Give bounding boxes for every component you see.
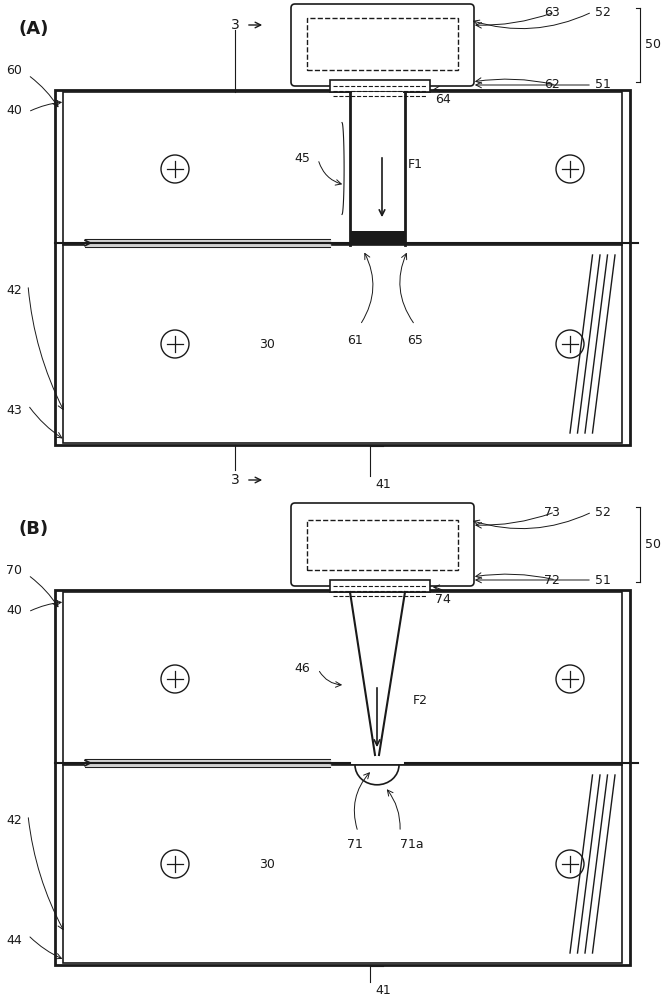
Text: 40: 40: [6, 104, 22, 116]
Text: 42: 42: [6, 284, 22, 296]
Text: (B): (B): [18, 520, 48, 538]
Text: 3: 3: [230, 18, 239, 32]
Bar: [307, 18, 458, 70]
Bar: [330, 580, 430, 592]
Bar: [352, 92, 403, 231]
Text: 62: 62: [544, 79, 560, 92]
Bar: [55, 90, 630, 445]
Text: 3: 3: [230, 473, 239, 487]
Bar: [63, 245, 622, 443]
Text: 40: 40: [6, 603, 22, 616]
Text: 50: 50: [645, 38, 661, 51]
Text: 65: 65: [407, 334, 423, 347]
Text: 43: 43: [6, 403, 22, 416]
Text: 44: 44: [6, 934, 22, 946]
Text: 30: 30: [259, 338, 275, 351]
Text: F2: F2: [413, 694, 428, 706]
Text: 71a: 71a: [400, 838, 424, 852]
Text: 52: 52: [595, 506, 611, 518]
Text: F1: F1: [408, 158, 423, 172]
Text: 70: 70: [6, 564, 22, 576]
Text: 50: 50: [645, 538, 661, 552]
Text: 30: 30: [259, 857, 275, 870]
Text: 41: 41: [375, 479, 391, 491]
Bar: [350, 231, 405, 245]
FancyBboxPatch shape: [291, 4, 474, 86]
Text: 42: 42: [6, 814, 22, 826]
Bar: [55, 590, 630, 965]
Text: 64: 64: [435, 93, 451, 106]
Text: 73: 73: [544, 506, 560, 518]
Bar: [330, 80, 430, 92]
Text: 72: 72: [544, 574, 560, 586]
Text: 51: 51: [595, 574, 611, 586]
Text: 61: 61: [347, 334, 363, 347]
Text: 45: 45: [294, 152, 310, 165]
Text: 60: 60: [6, 64, 22, 77]
Text: 74: 74: [435, 593, 451, 606]
Text: 51: 51: [595, 79, 611, 92]
Text: 41: 41: [375, 984, 391, 996]
FancyBboxPatch shape: [291, 503, 474, 586]
Bar: [63, 765, 622, 963]
Text: 52: 52: [595, 5, 611, 18]
Text: 46: 46: [294, 662, 310, 676]
Text: 63: 63: [544, 5, 560, 18]
Bar: [63, 92, 622, 245]
Text: 71: 71: [347, 838, 363, 852]
Bar: [63, 592, 622, 765]
Text: (A): (A): [18, 20, 48, 38]
Bar: [307, 520, 458, 570]
